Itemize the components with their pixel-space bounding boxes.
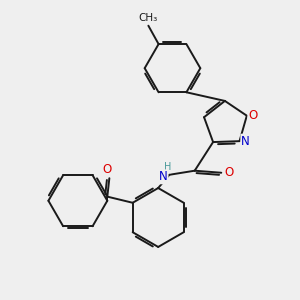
- Text: O: O: [225, 166, 234, 179]
- Text: CH₃: CH₃: [139, 13, 158, 22]
- Text: O: O: [103, 163, 112, 176]
- Text: N: N: [159, 170, 168, 183]
- Text: O: O: [248, 109, 258, 122]
- Text: H: H: [164, 162, 171, 172]
- Text: N: N: [241, 135, 250, 148]
